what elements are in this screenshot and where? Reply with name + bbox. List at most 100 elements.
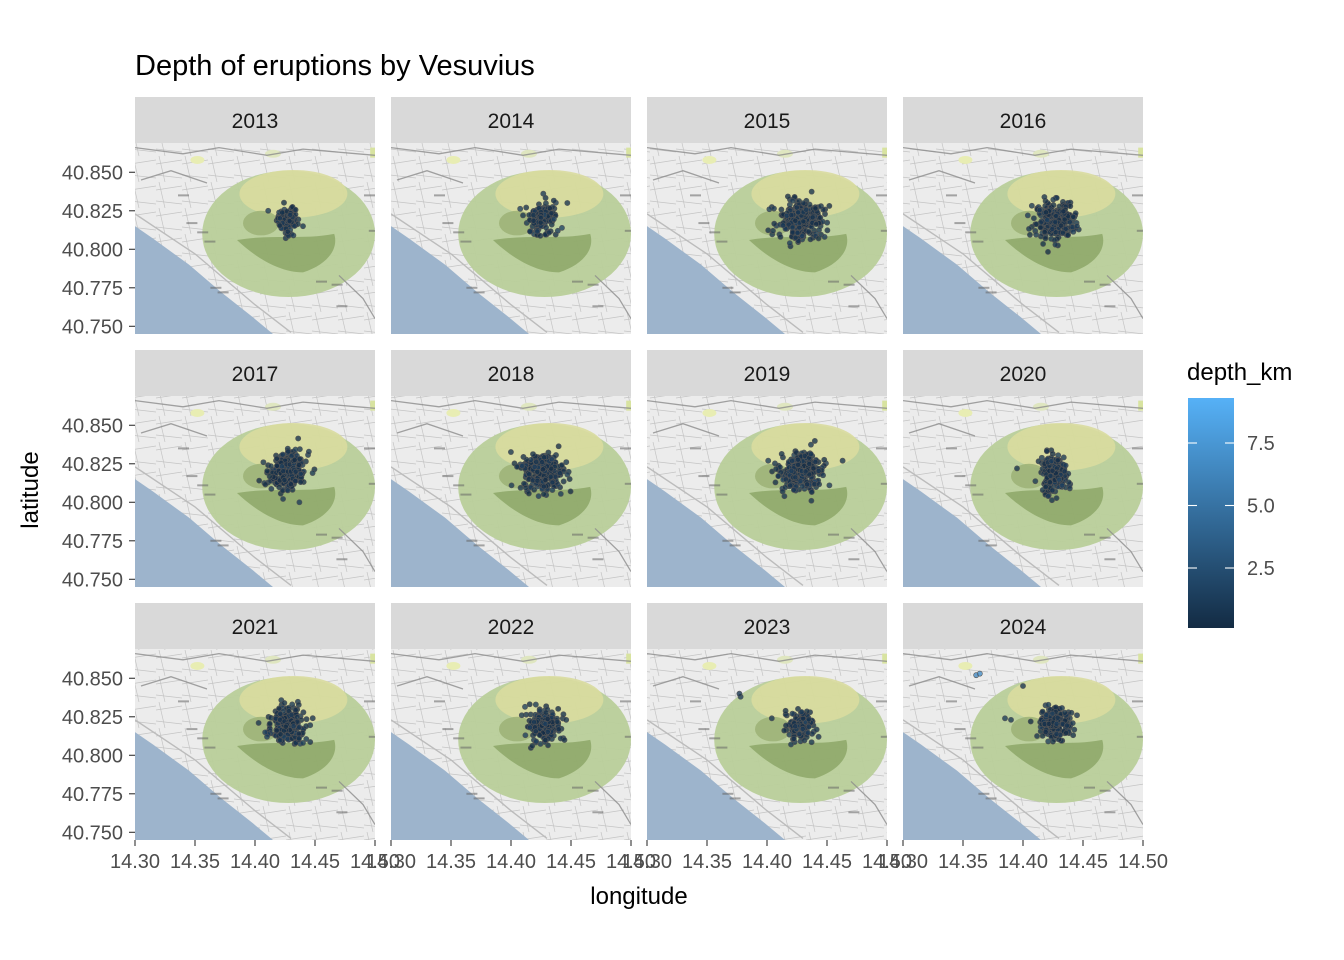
data-point <box>296 456 303 462</box>
data-point <box>268 485 275 492</box>
data-point <box>782 707 789 714</box>
data-point <box>266 473 273 480</box>
data-point <box>277 731 284 738</box>
facet-panel-2014: 2014 <box>391 97 631 334</box>
data-point <box>772 479 779 486</box>
data-point <box>276 484 283 491</box>
data-point <box>277 710 284 717</box>
data-point <box>1026 225 1032 232</box>
data-point <box>533 738 540 745</box>
data-point <box>303 716 310 723</box>
data-point <box>813 221 820 227</box>
data-point <box>265 207 272 214</box>
data-point <box>542 194 549 201</box>
legend-ticks: 2.5 5.0 7.5 <box>1188 433 1275 580</box>
data-point <box>785 193 791 200</box>
x-tick-label: 14.50 <box>1118 851 1168 873</box>
data-point <box>546 229 553 236</box>
data-point <box>787 482 794 489</box>
data-point <box>280 496 286 502</box>
data-point <box>765 227 772 234</box>
x-tick-label: 14.45 <box>1058 851 1108 873</box>
data-point <box>287 211 294 218</box>
y-axes: 40.750 40.775 40.800 40.825 40.850 40.750 40.7… <box>62 162 135 844</box>
data-point <box>548 210 555 217</box>
x-tick-label: 14.40 <box>486 851 536 873</box>
data-point <box>821 234 828 240</box>
data-point <box>1038 454 1045 461</box>
data-point <box>1053 731 1060 737</box>
data-point <box>807 236 814 243</box>
data-point <box>1070 213 1077 220</box>
data-point <box>1043 712 1050 719</box>
data-point <box>1036 207 1043 214</box>
facet-panel-2021: 2021 <box>135 603 375 840</box>
data-point <box>284 228 291 235</box>
data-point <box>793 204 800 211</box>
y-tick-label: 40.800 <box>62 492 123 514</box>
x-tick-label: 14.35 <box>682 851 732 873</box>
data-point <box>817 214 824 221</box>
data-point <box>1047 473 1054 479</box>
data-points <box>765 188 833 250</box>
x-tick-label: 14.50 <box>862 851 912 873</box>
data-point <box>540 491 547 498</box>
data-point <box>538 214 544 221</box>
x-tick-label: 14.30 <box>622 851 672 873</box>
data-point <box>1060 208 1067 215</box>
facet-strip-label: 2019 <box>744 363 791 386</box>
data-point <box>806 461 813 467</box>
y-tick-label: 40.775 <box>62 784 123 806</box>
facet-strip-label: 2015 <box>744 110 791 133</box>
data-point <box>296 735 302 742</box>
legend-colorbar <box>1188 398 1234 628</box>
data-point <box>1020 683 1026 689</box>
basemap <box>903 649 1143 840</box>
data-point <box>805 228 812 235</box>
data-point <box>300 709 307 716</box>
data-point <box>1048 458 1055 465</box>
data-point <box>1037 224 1044 231</box>
y-tick-label: 40.775 <box>62 531 123 553</box>
data-point <box>805 729 811 736</box>
y-tick-label: 40.750 <box>62 822 123 844</box>
data-point <box>1030 215 1037 222</box>
data-point <box>786 240 793 247</box>
data-point <box>810 465 817 472</box>
data-point <box>264 733 270 740</box>
data-point <box>297 479 304 486</box>
data-point <box>281 477 288 483</box>
y-tick-label: 40.800 <box>62 239 123 261</box>
facet-panel-2019: 2019 <box>647 350 887 587</box>
data-point <box>291 457 298 463</box>
data-point <box>805 723 812 730</box>
x-tick-label: 14.30 <box>878 851 928 873</box>
data-point <box>1052 218 1059 225</box>
data-point <box>530 212 537 218</box>
data-point <box>796 731 803 738</box>
facet-strip <box>135 97 375 143</box>
x-tick-label: 14.35 <box>170 851 220 873</box>
x-tick-label: 14.50 <box>350 851 400 873</box>
data-point <box>561 737 568 743</box>
data-point <box>812 459 819 465</box>
data-point <box>813 726 820 733</box>
y-axis-label: latitude <box>17 451 44 528</box>
data-point <box>1014 465 1020 472</box>
x-tick-label: 14.30 <box>110 851 160 873</box>
data-point <box>806 471 813 478</box>
data-point <box>268 463 274 470</box>
data-point <box>292 446 299 453</box>
data-point <box>1062 462 1069 469</box>
y-tick-label: 40.850 <box>62 162 123 184</box>
y-tick-label: 40.825 <box>62 454 123 476</box>
data-point <box>1046 479 1053 486</box>
basemap <box>647 396 887 587</box>
data-point <box>789 710 796 717</box>
data-point <box>1061 468 1068 475</box>
basemap <box>903 396 1143 587</box>
data-point <box>786 201 793 208</box>
data-point <box>290 723 297 730</box>
data-point <box>1041 229 1048 235</box>
